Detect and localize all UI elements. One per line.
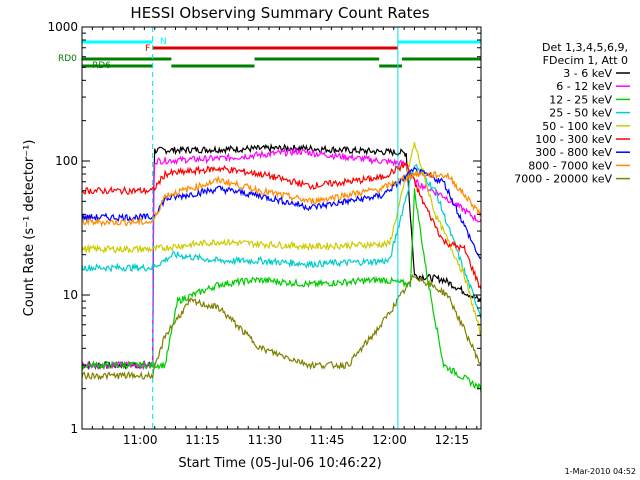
x-tick-label: 12:00 bbox=[372, 433, 407, 447]
legend-entry-label: 7000 - 20000 keV bbox=[514, 173, 612, 186]
x-axis-label: Start Time (05-Jul-06 10:46:22) bbox=[178, 456, 381, 471]
x-tick-label: 11:00 bbox=[123, 433, 158, 447]
flag-bars: NF RD0 RD6 bbox=[58, 37, 481, 71]
y-tick-label: 10 bbox=[63, 288, 78, 302]
plot-frame bbox=[81, 26, 482, 430]
legend-entry-label: 800 - 7000 keV bbox=[528, 159, 612, 172]
series-line bbox=[81, 273, 482, 381]
y-axis-label: Count Rate (s⁻¹ detector⁻¹) bbox=[22, 140, 37, 317]
legend-entry-label: 300 - 800 keV bbox=[535, 146, 612, 159]
legend-entry-label: 25 - 50 keV bbox=[549, 107, 612, 120]
x-tick-label: 11:15 bbox=[185, 433, 220, 447]
series-line bbox=[81, 170, 482, 228]
y-tick-label: 100 bbox=[55, 154, 78, 168]
series-lines bbox=[81, 142, 482, 393]
legend-header-line-1: Det 1,3,4,5,6,9, bbox=[542, 41, 628, 54]
flag-bar-label: RD0 bbox=[58, 54, 77, 64]
flag-bar-label: N bbox=[160, 37, 167, 47]
vertical-markers bbox=[81, 27, 482, 429]
x-tick-label: 11:30 bbox=[248, 433, 283, 447]
legend: Det 1,3,4,5,6,9, FDecim 1, Att 0 3 - 6 k… bbox=[514, 41, 630, 186]
legend-entry-label: 3 - 6 keV bbox=[563, 67, 612, 80]
series-line bbox=[81, 163, 482, 319]
y-tick-label: 1000 bbox=[47, 20, 78, 34]
flag-bar-label: F bbox=[145, 44, 150, 54]
y-tick-label: 1 bbox=[70, 422, 78, 436]
x-tick-label: 11:45 bbox=[310, 433, 345, 447]
series-line bbox=[81, 142, 482, 338]
series-line bbox=[81, 166, 482, 260]
legend-entry-label: 50 - 100 keV bbox=[542, 120, 612, 133]
legend-entry-label: 12 - 25 keV bbox=[549, 93, 612, 106]
chart-title: HESSI Observing Summary Count Rates bbox=[130, 4, 429, 22]
legend-header-line-2: FDecim 1, Att 0 bbox=[543, 54, 628, 67]
legend-entry-label: 6 - 12 keV bbox=[556, 80, 612, 93]
plot-timestamp: 1-Mar-2010 04:52 bbox=[565, 467, 636, 476]
legend-entry-label: 100 - 300 keV bbox=[535, 133, 612, 146]
series-line bbox=[81, 188, 482, 393]
flag-bar-label: RD6 bbox=[92, 61, 111, 71]
y-axis: 1 10 100 1000 bbox=[47, 20, 481, 436]
x-axis: 11:00 11:15 11:30 11:45 12:00 12:15 bbox=[81, 27, 478, 447]
series-line bbox=[81, 161, 482, 290]
x-tick-label: 12:15 bbox=[435, 433, 470, 447]
